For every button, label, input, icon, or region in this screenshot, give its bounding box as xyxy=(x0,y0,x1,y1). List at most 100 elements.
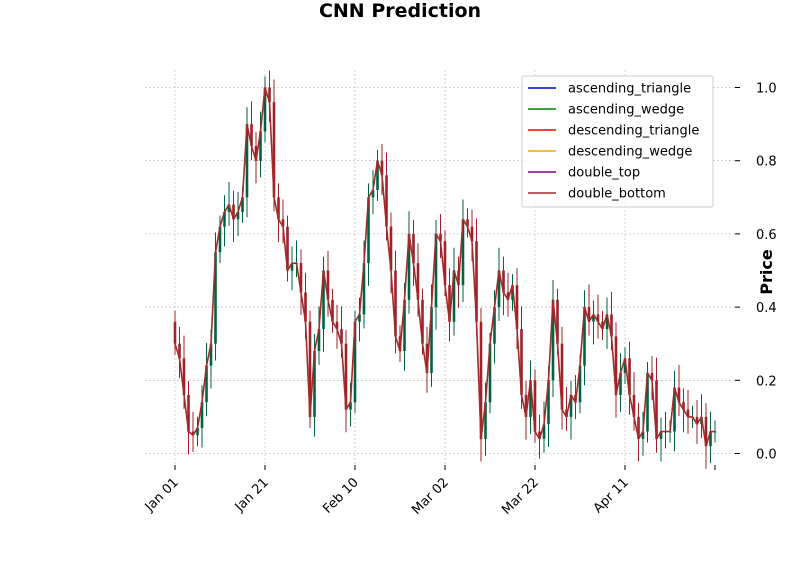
candle-body xyxy=(583,307,586,366)
candle-body xyxy=(430,307,433,373)
candle-body xyxy=(403,299,406,352)
candle-body xyxy=(601,321,604,330)
x-tick-label: Jan 01 xyxy=(142,475,182,515)
candle-body xyxy=(614,336,618,395)
candle-body xyxy=(254,146,258,161)
candle-body xyxy=(650,372,654,381)
candle-body xyxy=(704,416,708,447)
candle-body xyxy=(313,351,316,417)
legend-label: descending_triangle xyxy=(568,124,699,139)
candle-body xyxy=(304,292,307,322)
candle-body xyxy=(578,365,582,403)
candle-body xyxy=(380,160,384,176)
candle-body xyxy=(497,270,501,308)
candle-body xyxy=(637,416,640,439)
candle-body xyxy=(452,270,456,322)
legend-label: double_bottom xyxy=(568,187,666,202)
candle-body xyxy=(448,285,451,322)
candle-body xyxy=(529,380,532,417)
candle-body xyxy=(358,314,361,322)
y-tick-label: 0.6 xyxy=(756,228,777,243)
candle-body xyxy=(673,387,676,432)
candle-body xyxy=(281,219,285,227)
candle-body xyxy=(196,427,199,436)
candle-body xyxy=(659,431,663,439)
candle-body xyxy=(290,263,294,271)
candle-body xyxy=(493,307,496,344)
x-tick-label: Mar 02 xyxy=(409,475,452,518)
candle-body xyxy=(610,314,613,337)
candle-body xyxy=(425,343,429,373)
candle-body xyxy=(547,380,550,425)
candle-body xyxy=(322,270,325,330)
candle-body xyxy=(344,343,348,410)
candle-body xyxy=(236,211,240,220)
candle-body xyxy=(286,226,289,271)
candle-body xyxy=(205,365,208,403)
candle-body xyxy=(191,431,195,436)
legend-frame xyxy=(521,75,714,208)
candle-body xyxy=(371,189,375,198)
candle-body xyxy=(470,226,474,242)
candle-body xyxy=(299,263,303,293)
candle-body xyxy=(241,197,244,212)
candle-body xyxy=(479,321,483,439)
candle-body xyxy=(245,124,249,198)
candle-body xyxy=(353,321,357,403)
candle-body xyxy=(623,358,627,373)
candle-body xyxy=(506,292,510,300)
candle-body xyxy=(223,211,226,227)
candle-body xyxy=(619,372,622,395)
candle-body xyxy=(439,233,442,242)
candle-body xyxy=(484,402,487,439)
candle-body xyxy=(259,131,262,161)
candle-body xyxy=(560,343,564,410)
candle-body xyxy=(407,233,411,300)
candle-body xyxy=(394,270,397,337)
candle-body xyxy=(524,394,528,417)
candle-body xyxy=(385,175,388,227)
candle-body xyxy=(646,372,649,432)
y-tick-label: 1.0 xyxy=(756,82,777,97)
x-tick-label: Apr 11 xyxy=(591,475,632,516)
chart-title: CNN Prediction xyxy=(319,0,481,22)
candle-body xyxy=(461,219,465,286)
candle-body xyxy=(421,299,424,344)
candle-body xyxy=(488,343,492,403)
candle-body xyxy=(596,314,600,322)
candle-body xyxy=(533,380,537,432)
candle-body xyxy=(605,314,609,330)
candle-body xyxy=(326,270,330,300)
candle-body xyxy=(173,321,177,344)
candle-body xyxy=(655,380,658,439)
candle-body xyxy=(200,402,204,428)
x-tick-label: Mar 22 xyxy=(499,475,542,518)
candle-body xyxy=(232,204,235,220)
candle-body xyxy=(632,394,636,417)
candle-body xyxy=(709,431,712,447)
candle-body xyxy=(335,321,339,330)
x-tick-label: Feb 10 xyxy=(320,475,362,517)
candle-body xyxy=(443,241,447,286)
legend: ascending_triangle ascending_wedgedescend… xyxy=(521,75,714,208)
candle-body xyxy=(686,409,690,417)
candle-body xyxy=(551,299,555,381)
candle-body xyxy=(592,314,595,322)
candle-body xyxy=(587,307,591,322)
candle-body xyxy=(502,270,505,293)
candle-body xyxy=(412,233,415,264)
y-axis-label: Price xyxy=(757,249,776,295)
candle-body xyxy=(367,197,370,264)
candle-body xyxy=(331,299,334,322)
candle-body xyxy=(641,431,645,439)
candle-body xyxy=(349,402,352,410)
candle-body xyxy=(209,343,213,366)
candle-body xyxy=(218,226,222,253)
prediction-lines xyxy=(174,86,715,447)
candle-body xyxy=(362,263,366,315)
candle-body xyxy=(376,160,379,190)
legend-label: ascending_wedge xyxy=(568,103,684,118)
y-tick-label: 0.2 xyxy=(756,374,777,389)
candle-body xyxy=(227,204,231,212)
